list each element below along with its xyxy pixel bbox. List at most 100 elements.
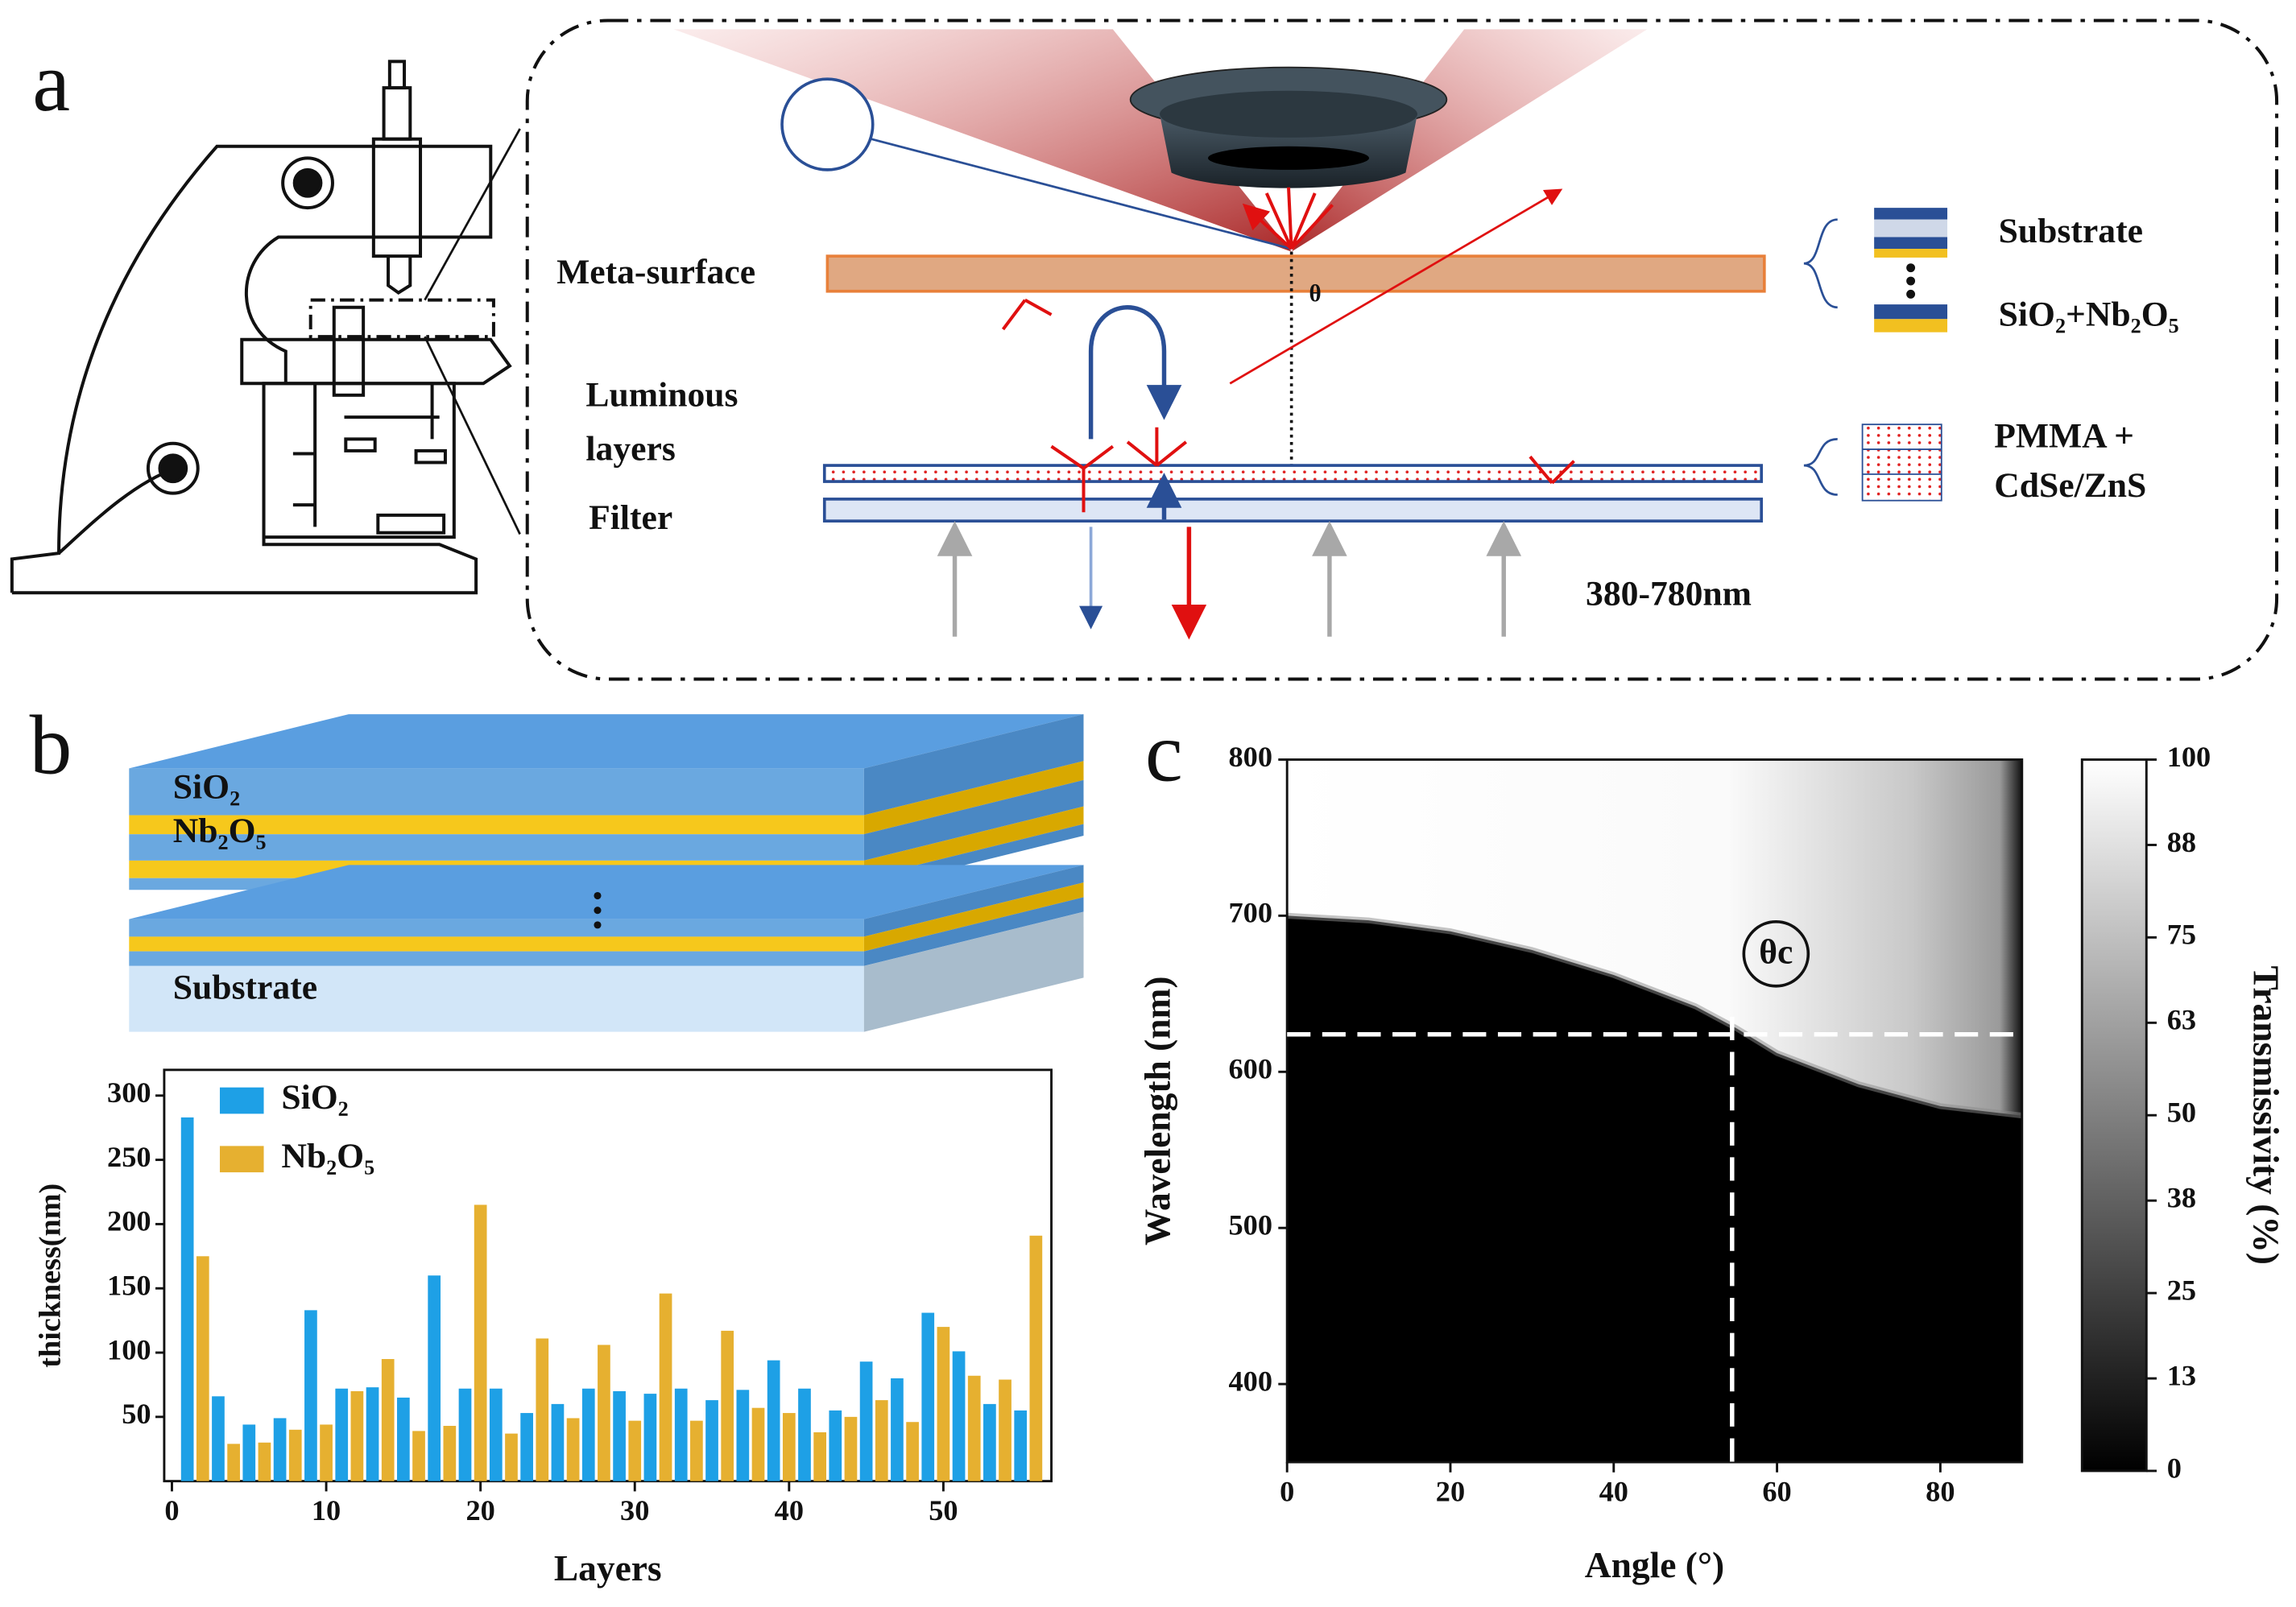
label: Substrate xyxy=(1999,212,2143,250)
bar xyxy=(381,1359,395,1481)
bar xyxy=(428,1275,441,1481)
bar xyxy=(999,1379,1011,1481)
bar xyxy=(227,1444,240,1481)
x-tick-label: 50 xyxy=(929,1494,958,1526)
arrows xyxy=(937,187,1575,640)
x-tick-label: 80 xyxy=(1926,1475,1955,1507)
bar xyxy=(875,1400,888,1481)
bar xyxy=(659,1293,672,1481)
colorbar xyxy=(2080,758,2148,1473)
layer-top xyxy=(129,865,1084,919)
bar xyxy=(674,1388,688,1481)
bar xyxy=(335,1388,349,1481)
y-tick-label: 500 xyxy=(1229,1209,1273,1241)
bar xyxy=(397,1397,410,1481)
bar xyxy=(798,1388,811,1481)
bar xyxy=(983,1403,996,1481)
bar xyxy=(736,1390,750,1481)
bar xyxy=(906,1422,919,1481)
bar xyxy=(921,1312,935,1481)
bar xyxy=(813,1432,826,1481)
label: SiO₂ xyxy=(173,768,240,807)
y-tick-label: 200 xyxy=(107,1205,151,1237)
x-axis-title: Layers xyxy=(554,1548,662,1588)
bar xyxy=(258,1442,271,1481)
label: Filter xyxy=(589,498,672,537)
bar xyxy=(937,1327,950,1481)
label: PMMA + xyxy=(1994,416,2134,455)
bar xyxy=(366,1387,379,1481)
layer-side xyxy=(863,911,1084,1032)
layer-stack xyxy=(129,714,1084,1032)
layer-front xyxy=(129,965,864,1032)
x-tick-label: 30 xyxy=(620,1494,649,1526)
bar xyxy=(721,1330,734,1481)
colorbar-tick-label: 38 xyxy=(2167,1182,2196,1214)
layer-side xyxy=(863,897,1084,966)
colorbar-tick-label: 25 xyxy=(2167,1274,2196,1306)
filter-layer xyxy=(822,498,1763,523)
label: 380-780nm xyxy=(1586,575,1752,613)
x-tick-label: 20 xyxy=(465,1494,494,1526)
bar xyxy=(551,1403,565,1481)
bar xyxy=(1014,1410,1028,1481)
bar xyxy=(952,1351,966,1481)
bar xyxy=(288,1429,302,1481)
colorbar-tick-label: 100 xyxy=(2167,741,2211,773)
layer-front xyxy=(129,815,864,835)
layer-front xyxy=(129,936,864,952)
bar xyxy=(613,1390,626,1481)
y-axis-title: Wavelength (nm) xyxy=(1137,977,1177,1246)
legend-label: SiO₂ xyxy=(281,1078,348,1117)
bar xyxy=(273,1418,287,1481)
legend-label: Nb₂O₅ xyxy=(281,1137,374,1175)
transmission-edge xyxy=(1286,912,2023,1119)
colorbar-tick-label: 50 xyxy=(2167,1097,2196,1129)
layer-front xyxy=(129,834,864,861)
panel-label: a xyxy=(32,35,70,129)
x-tick-label: 0 xyxy=(1280,1475,1294,1507)
layer-front xyxy=(129,768,864,816)
bar xyxy=(180,1117,194,1481)
bar xyxy=(443,1426,457,1481)
colorbar-tick-label: 88 xyxy=(2167,826,2196,858)
ray xyxy=(1229,188,1563,385)
label: θ xyxy=(1309,281,1321,307)
bar xyxy=(412,1431,425,1481)
x-tick-label: 40 xyxy=(775,1494,804,1526)
bar xyxy=(304,1310,317,1481)
bar xyxy=(458,1388,472,1481)
colorbar-tick-label: 75 xyxy=(2167,919,2196,951)
bar xyxy=(1029,1235,1043,1481)
layer-side xyxy=(863,865,1084,937)
bar xyxy=(891,1378,904,1481)
x-tick-label: 20 xyxy=(1436,1475,1465,1507)
x-tick-label: 10 xyxy=(312,1494,341,1526)
bar xyxy=(196,1256,209,1481)
bar xyxy=(767,1360,780,1481)
bright-region xyxy=(1287,759,2022,1116)
plot-frame xyxy=(1285,758,2024,1464)
bar xyxy=(643,1394,657,1481)
colorbar-title: Transmissivity (%) xyxy=(2245,965,2286,1264)
bar xyxy=(598,1345,610,1481)
panel-label: c xyxy=(1145,704,1183,799)
label: layers xyxy=(585,430,675,469)
legend-swatch xyxy=(219,1087,264,1114)
legend-swatch xyxy=(219,1146,264,1173)
layer-front xyxy=(129,951,864,966)
y-axis-title: thickness(nm) xyxy=(34,1184,68,1368)
bar xyxy=(520,1413,533,1481)
annotation-circle xyxy=(1742,919,1810,988)
y-tick-label: 100 xyxy=(107,1333,151,1365)
bar xyxy=(212,1396,225,1481)
y-tick-label: 50 xyxy=(122,1398,151,1430)
bar xyxy=(628,1420,642,1481)
bar xyxy=(581,1388,595,1481)
x-axis-title: Angle (°) xyxy=(1585,1545,1724,1585)
colorbar-tick-label: 13 xyxy=(2167,1359,2196,1391)
label: Nb₂O₅ xyxy=(173,812,267,850)
x-tick-label: 60 xyxy=(1762,1475,1791,1507)
